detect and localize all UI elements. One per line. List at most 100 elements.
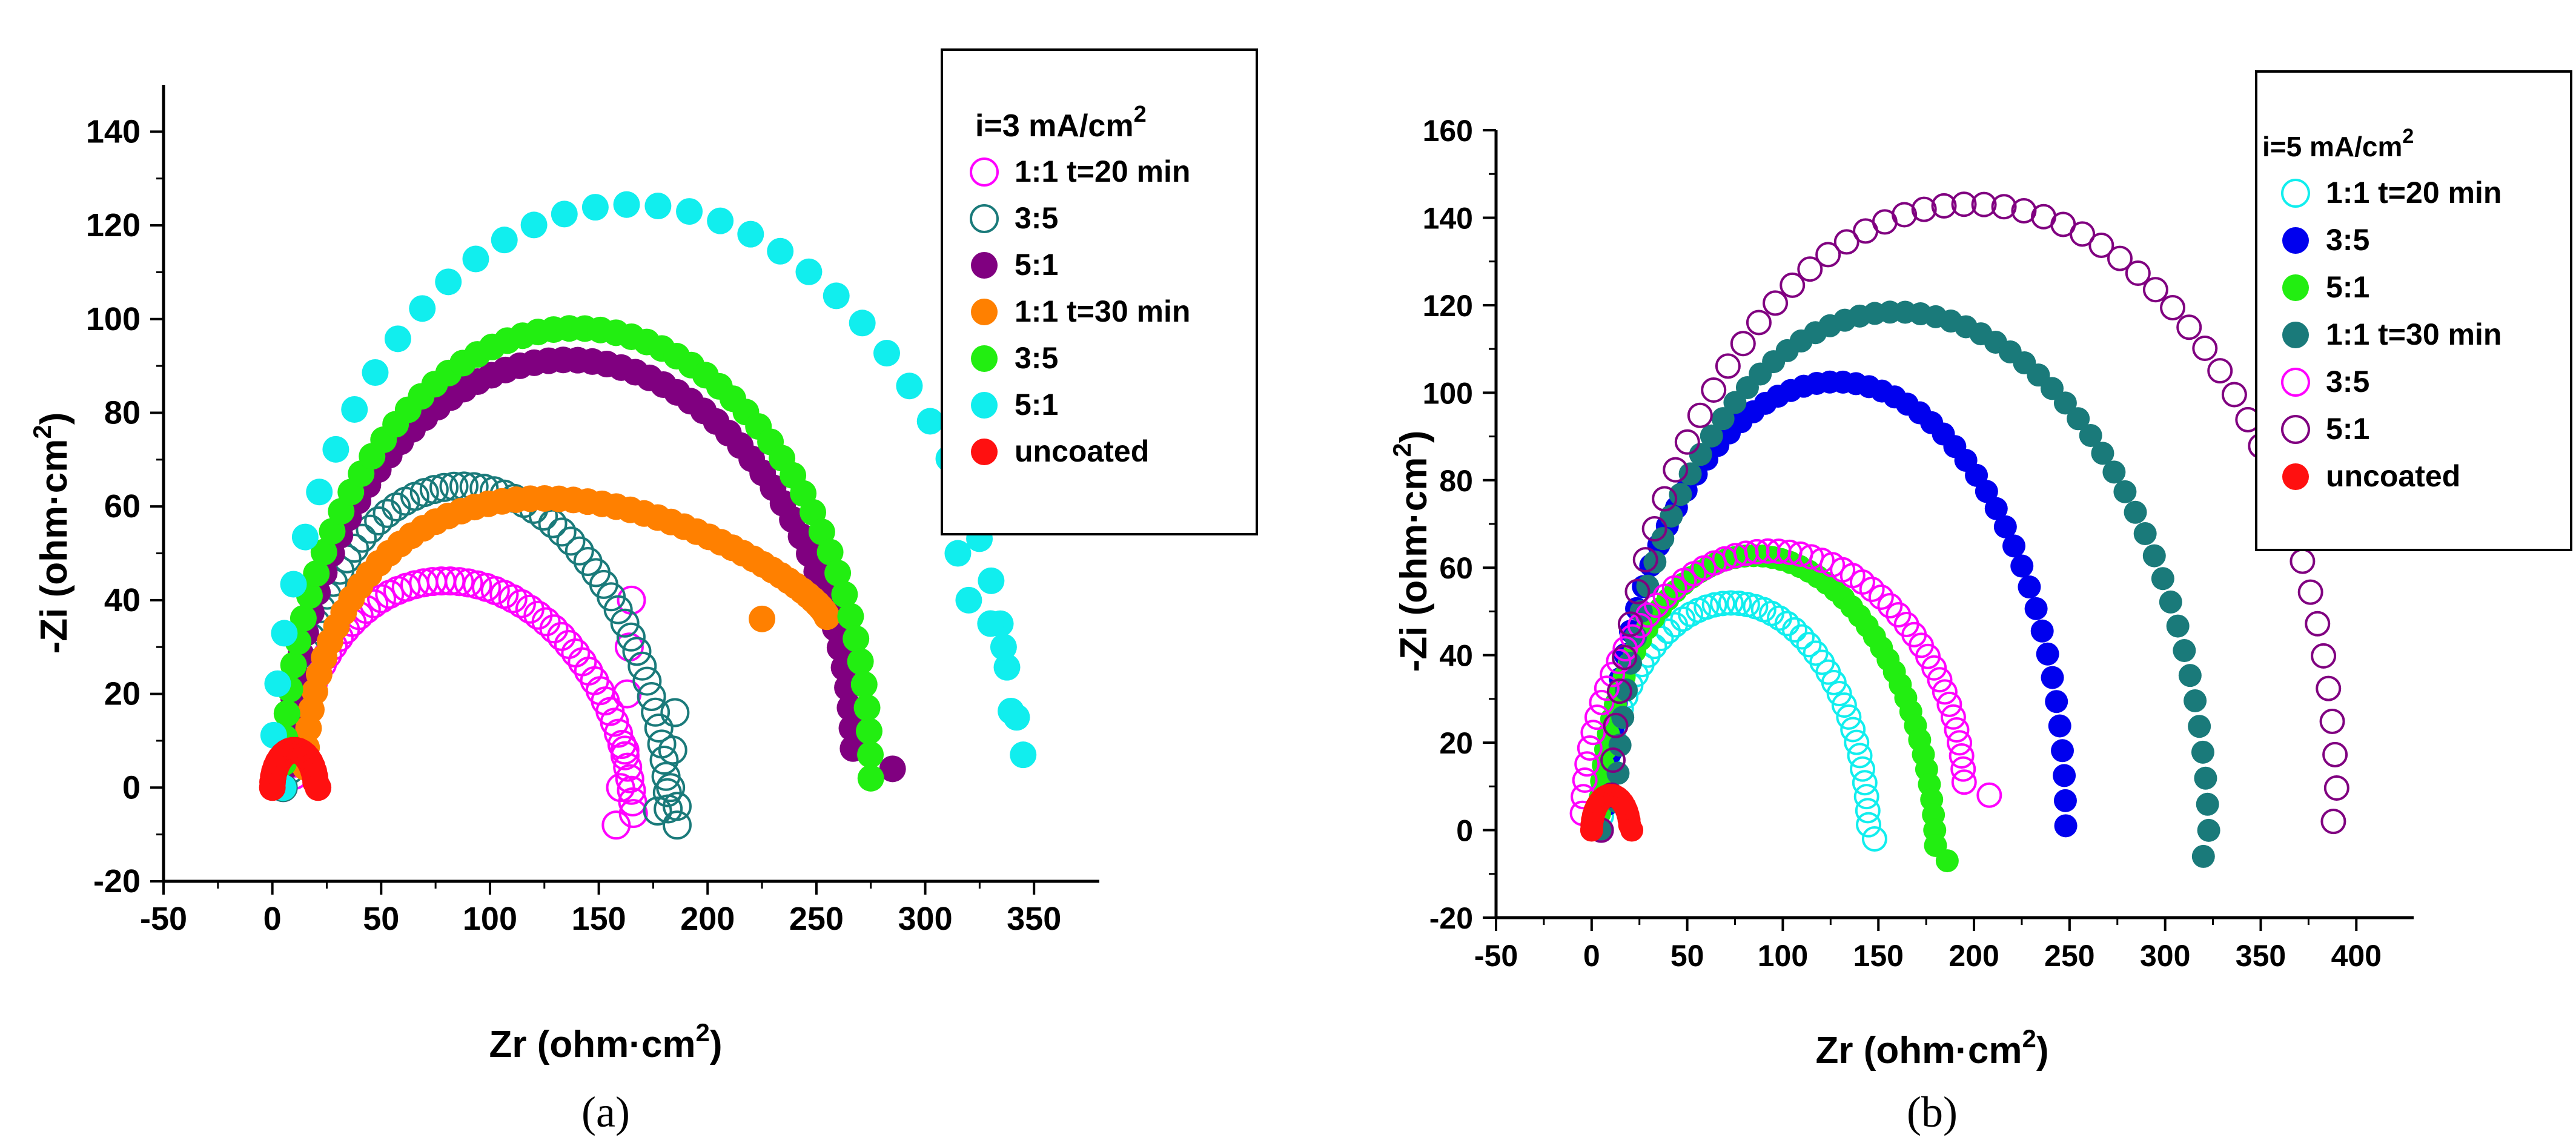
data-point <box>601 810 631 840</box>
data-point <box>873 340 901 367</box>
data-point <box>1612 644 1638 671</box>
data-point <box>1603 712 1629 738</box>
caption-a: (a) <box>581 1088 630 1136</box>
data-point <box>1711 407 1735 431</box>
y-tick-label-a: 100 <box>86 301 141 337</box>
y-tick-label-b: -20 <box>1429 901 1473 935</box>
x-axis-title-b: Zr (ohm·cm2) <box>1815 1024 2048 1071</box>
data-point <box>1763 290 1789 316</box>
legend-marker <box>2281 415 2310 444</box>
data-point <box>1991 194 2017 220</box>
legend-label: 1:1 t=20 min <box>1015 154 1190 188</box>
data-point <box>843 625 870 652</box>
data-point <box>1940 704 1966 730</box>
data-point <box>1746 310 1772 336</box>
legend-marker <box>971 345 998 372</box>
data-point <box>2125 260 2151 286</box>
data-point <box>1850 756 1876 782</box>
data-point <box>439 471 469 501</box>
data-point <box>2184 689 2207 712</box>
data-point <box>2151 567 2174 591</box>
data-point <box>372 498 402 528</box>
x-axis-title-end-b: ) <box>2036 1030 2049 1071</box>
legend-a: i=3 mA/cm2 1:1 t=20 min 3:5 5:1 1:1 t=30 mi… <box>941 48 1258 535</box>
x-tick-label-b: 350 <box>2236 939 2286 973</box>
x-axis-title-sup-b: 2 <box>2022 1024 2036 1053</box>
data-point <box>547 517 577 547</box>
data-point <box>1796 632 1822 658</box>
legend-box-b <box>2255 70 2572 551</box>
y-tick-label-a: 120 <box>86 207 141 243</box>
data-point <box>2319 709 2345 735</box>
data-point <box>1951 191 1977 217</box>
data-point <box>977 610 1004 637</box>
legend-title-a: i=3 mA/cm2 <box>975 102 1147 144</box>
data-point <box>1651 527 1675 551</box>
legend-label: 1:1 t=30 min <box>2326 317 2502 351</box>
data-point <box>847 648 874 675</box>
data-point <box>2196 792 2219 816</box>
data-point <box>1826 681 1852 707</box>
x-tick-label-b: 250 <box>2044 939 2094 973</box>
legend-label: 5:1 <box>2326 412 2369 446</box>
data-point <box>1774 611 1800 637</box>
data-point <box>656 773 686 803</box>
data-point <box>955 586 982 614</box>
data-point <box>2194 766 2217 790</box>
data-point <box>707 207 734 234</box>
data-point <box>2142 277 2168 303</box>
data-point <box>610 608 640 638</box>
data-point <box>539 614 569 644</box>
x-tick-label-b: 400 <box>2331 939 2382 973</box>
data-point <box>603 595 633 624</box>
data-point <box>1944 717 1970 743</box>
x-tick-label-a: 250 <box>789 901 844 937</box>
legend-marker <box>970 157 999 187</box>
data-point <box>565 536 594 566</box>
y-tick-label-a: 0 <box>122 769 141 806</box>
data-point <box>604 718 634 748</box>
y-tick-label-a: 140 <box>86 113 141 150</box>
data-point <box>2173 639 2196 663</box>
y-tick-label-b: 80 <box>1439 464 1473 498</box>
data-point <box>520 211 548 239</box>
data-point <box>290 604 317 632</box>
data-point <box>2221 382 2247 408</box>
data-point <box>280 652 307 679</box>
x-tick-label-a: 50 <box>363 901 399 937</box>
data-point <box>1624 578 1651 604</box>
y-axis-title-b: -Zi (ohm·cm2) <box>1388 431 1435 672</box>
legend-marker <box>2282 322 2309 348</box>
data-point <box>1993 515 2017 538</box>
data-point <box>2133 522 2157 546</box>
legend-label: 1:1 t=30 min <box>1015 294 1190 328</box>
data-point <box>1789 624 1815 650</box>
data-point <box>1577 735 1603 761</box>
data-point <box>2024 597 2048 620</box>
data-point <box>2018 575 2041 599</box>
data-point <box>1984 497 2008 520</box>
legend-entries-b: 1:1 t=20 min 3:5 5:1 1:1 t=30 min 3:5 5:1 unco… <box>2281 176 2502 493</box>
data-point <box>749 605 776 632</box>
y-tick-label-a: 40 <box>104 582 141 618</box>
y-tick-label-b: 60 <box>1439 551 1473 585</box>
data-point <box>658 735 687 765</box>
data-point <box>1931 193 1957 219</box>
data-point <box>978 567 1005 594</box>
data-point <box>737 220 764 248</box>
legend-marker <box>2282 274 2309 301</box>
data-point <box>767 237 794 265</box>
y-axis-title-main-b: -Zi (ohm·cm <box>1393 457 1435 672</box>
data-point <box>1652 486 1678 512</box>
data-point <box>1726 591 1752 617</box>
data-point <box>291 523 319 551</box>
data-point <box>506 589 536 618</box>
x-axis-title-main-a: Zr (ohm·cm <box>489 1024 695 1065</box>
data-point <box>1641 516 1667 542</box>
series-b-4 <box>1569 538 2002 843</box>
y-axis-title-sup-a: 2 <box>28 425 56 439</box>
data-point <box>2107 245 2133 271</box>
data-point <box>644 193 672 220</box>
x-tick-label-b: 50 <box>1670 939 1704 973</box>
data-point <box>2305 611 2331 637</box>
